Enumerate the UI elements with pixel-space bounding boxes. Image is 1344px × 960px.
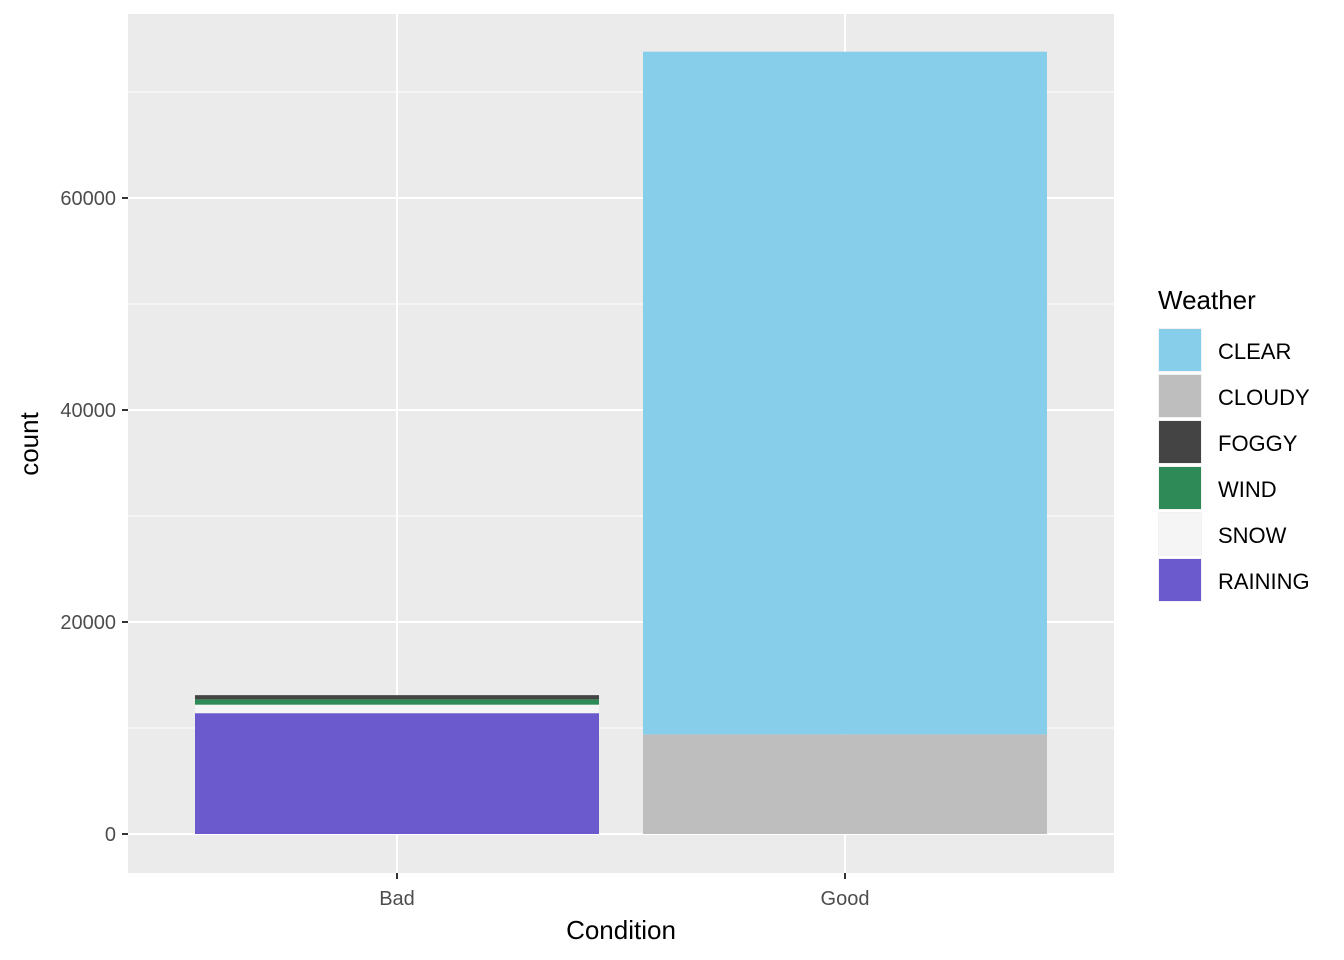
y-axis-title: count — [14, 411, 44, 475]
y-axis: 0 20000 40000 60000 — [60, 188, 128, 846]
bar-segment-bad-raining — [195, 713, 599, 834]
legend-swatch-cloudy — [1159, 375, 1201, 417]
legend-label-cloudy: CLOUDY — [1218, 385, 1310, 410]
legend-swatch-foggy — [1159, 421, 1201, 463]
legend-title: Weather — [1158, 285, 1256, 315]
bar-segment-bad-wind — [195, 699, 599, 705]
legend-label-clear: CLEAR — [1218, 339, 1291, 364]
x-tick-label: Good — [821, 888, 870, 910]
y-tick-label: 60000 — [60, 188, 116, 210]
legend-swatch-snow — [1159, 513, 1201, 555]
x-axis-title: Condition — [566, 915, 676, 945]
legend-label-raining: RAINING — [1218, 569, 1310, 594]
legend-swatch-clear — [1159, 329, 1201, 371]
legend: Weather CLEAR CLOUDY FOGGY WIND SNOW RAINING — [1158, 285, 1310, 602]
x-tick-label: Bad — [379, 888, 415, 910]
legend-swatch-wind — [1159, 467, 1201, 509]
bar-segment-bad-snow — [195, 704, 599, 714]
y-tick-label: 40000 — [60, 400, 116, 422]
bar-segment-good-cloudy — [643, 734, 1047, 834]
y-tick-label: 0 — [105, 824, 116, 846]
bar-segment-bad-foggy — [195, 695, 599, 700]
legend-label-snow: SNOW — [1218, 523, 1287, 548]
legend-swatch-raining — [1159, 559, 1201, 601]
x-axis: Bad Good — [379, 873, 869, 910]
legend-label-wind: WIND — [1218, 477, 1277, 502]
y-tick-label: 20000 — [60, 612, 116, 634]
bar-segment-good-clear — [643, 51, 1047, 735]
bars — [195, 51, 1047, 834]
legend-label-foggy: FOGGY — [1218, 431, 1298, 456]
